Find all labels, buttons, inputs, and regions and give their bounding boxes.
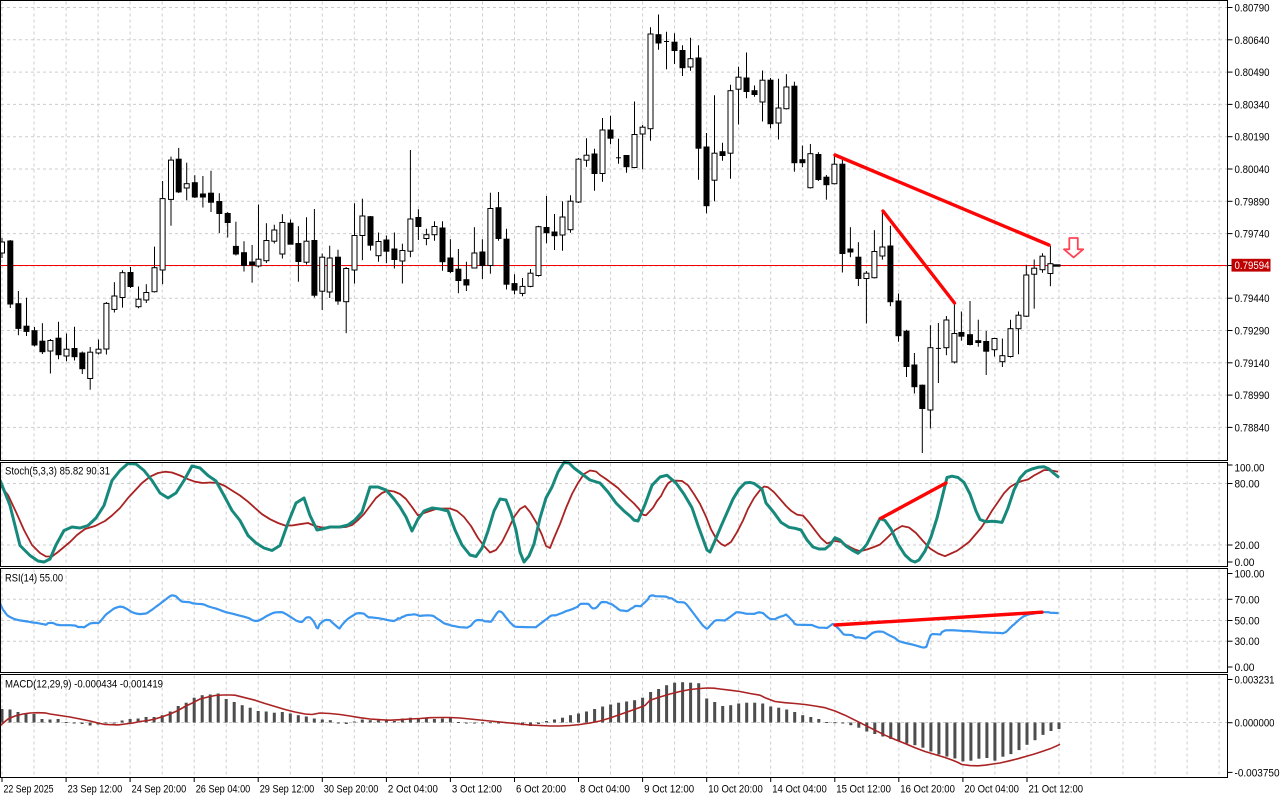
svg-text:0.79440: 0.79440 xyxy=(1235,293,1270,305)
svg-text:9 Oct 12:00: 9 Oct 12:00 xyxy=(644,784,694,796)
svg-text:0.79890: 0.79890 xyxy=(1235,196,1270,208)
svg-text:3 Oct 12:00: 3 Oct 12:00 xyxy=(452,784,502,796)
svg-text:20.00: 20.00 xyxy=(1235,540,1260,552)
svg-text:14 Oct 04:00: 14 Oct 04:00 xyxy=(772,784,827,796)
svg-text:21 Oct 12:00: 21 Oct 12:00 xyxy=(1029,784,1084,796)
svg-text:0.80040: 0.80040 xyxy=(1235,164,1270,176)
svg-text:2 Oct 04:00: 2 Oct 04:00 xyxy=(388,784,438,796)
svg-text:22 Sep 2025: 22 Sep 2025 xyxy=(4,784,54,796)
svg-text:0.78840: 0.78840 xyxy=(1235,422,1270,434)
svg-text:10 Oct 20:00: 10 Oct 20:00 xyxy=(708,784,763,796)
svg-text:0.80790: 0.80790 xyxy=(1235,3,1270,15)
svg-text:0.80640: 0.80640 xyxy=(1235,35,1270,47)
svg-text:50.00: 50.00 xyxy=(1235,616,1260,628)
svg-text:0.000000: 0.000000 xyxy=(1235,718,1275,730)
svg-text:MACD(12,29,9) -0.000434 -0.001: MACD(12,29,9) -0.000434 -0.001419 xyxy=(5,679,163,691)
svg-text:100.00: 100.00 xyxy=(1235,569,1265,581)
svg-text:0.79290: 0.79290 xyxy=(1235,326,1270,338)
svg-text:26 Sep 04:00: 26 Sep 04:00 xyxy=(196,784,251,796)
svg-text:0.79140: 0.79140 xyxy=(1235,358,1270,370)
svg-text:0.003231: 0.003231 xyxy=(1235,675,1275,687)
svg-text:23 Sep 12:00: 23 Sep 12:00 xyxy=(68,784,123,796)
svg-text:70.00: 70.00 xyxy=(1235,594,1260,606)
svg-text:0.80490: 0.80490 xyxy=(1235,67,1270,79)
svg-text:24 Sep 20:00: 24 Sep 20:00 xyxy=(132,784,187,796)
svg-text:30.00: 30.00 xyxy=(1235,636,1260,648)
svg-text:0.78990: 0.78990 xyxy=(1235,390,1270,402)
svg-text:100.00: 100.00 xyxy=(1235,462,1265,474)
svg-text:0.80340: 0.80340 xyxy=(1235,99,1270,111)
svg-text:16 Oct 20:00: 16 Oct 20:00 xyxy=(900,784,955,796)
svg-text:0.00: 0.00 xyxy=(1235,557,1255,569)
svg-text:80.00: 80.00 xyxy=(1235,479,1260,491)
svg-text:0.00: 0.00 xyxy=(1235,662,1255,674)
svg-text:0.79594: 0.79594 xyxy=(1235,260,1270,272)
svg-text:0.79740: 0.79740 xyxy=(1235,229,1270,241)
svg-text:RSI(14) 55.00: RSI(14) 55.00 xyxy=(5,573,63,585)
svg-text:0.80190: 0.80190 xyxy=(1235,132,1270,144)
svg-text:8 Oct 04:00: 8 Oct 04:00 xyxy=(580,784,630,796)
svg-text:15 Oct 12:00: 15 Oct 12:00 xyxy=(836,784,891,796)
svg-text:20 Oct 04:00: 20 Oct 04:00 xyxy=(964,784,1019,796)
svg-text:6 Oct 20:00: 6 Oct 20:00 xyxy=(516,784,566,796)
svg-text:29 Sep 12:00: 29 Sep 12:00 xyxy=(260,784,315,796)
svg-text:Stoch(5,3,3) 85.82 90.31: Stoch(5,3,3) 85.82 90.31 xyxy=(5,466,110,478)
svg-text:30 Sep 20:00: 30 Sep 20:00 xyxy=(324,784,379,796)
svg-text:-0.003750: -0.003750 xyxy=(1235,767,1280,779)
